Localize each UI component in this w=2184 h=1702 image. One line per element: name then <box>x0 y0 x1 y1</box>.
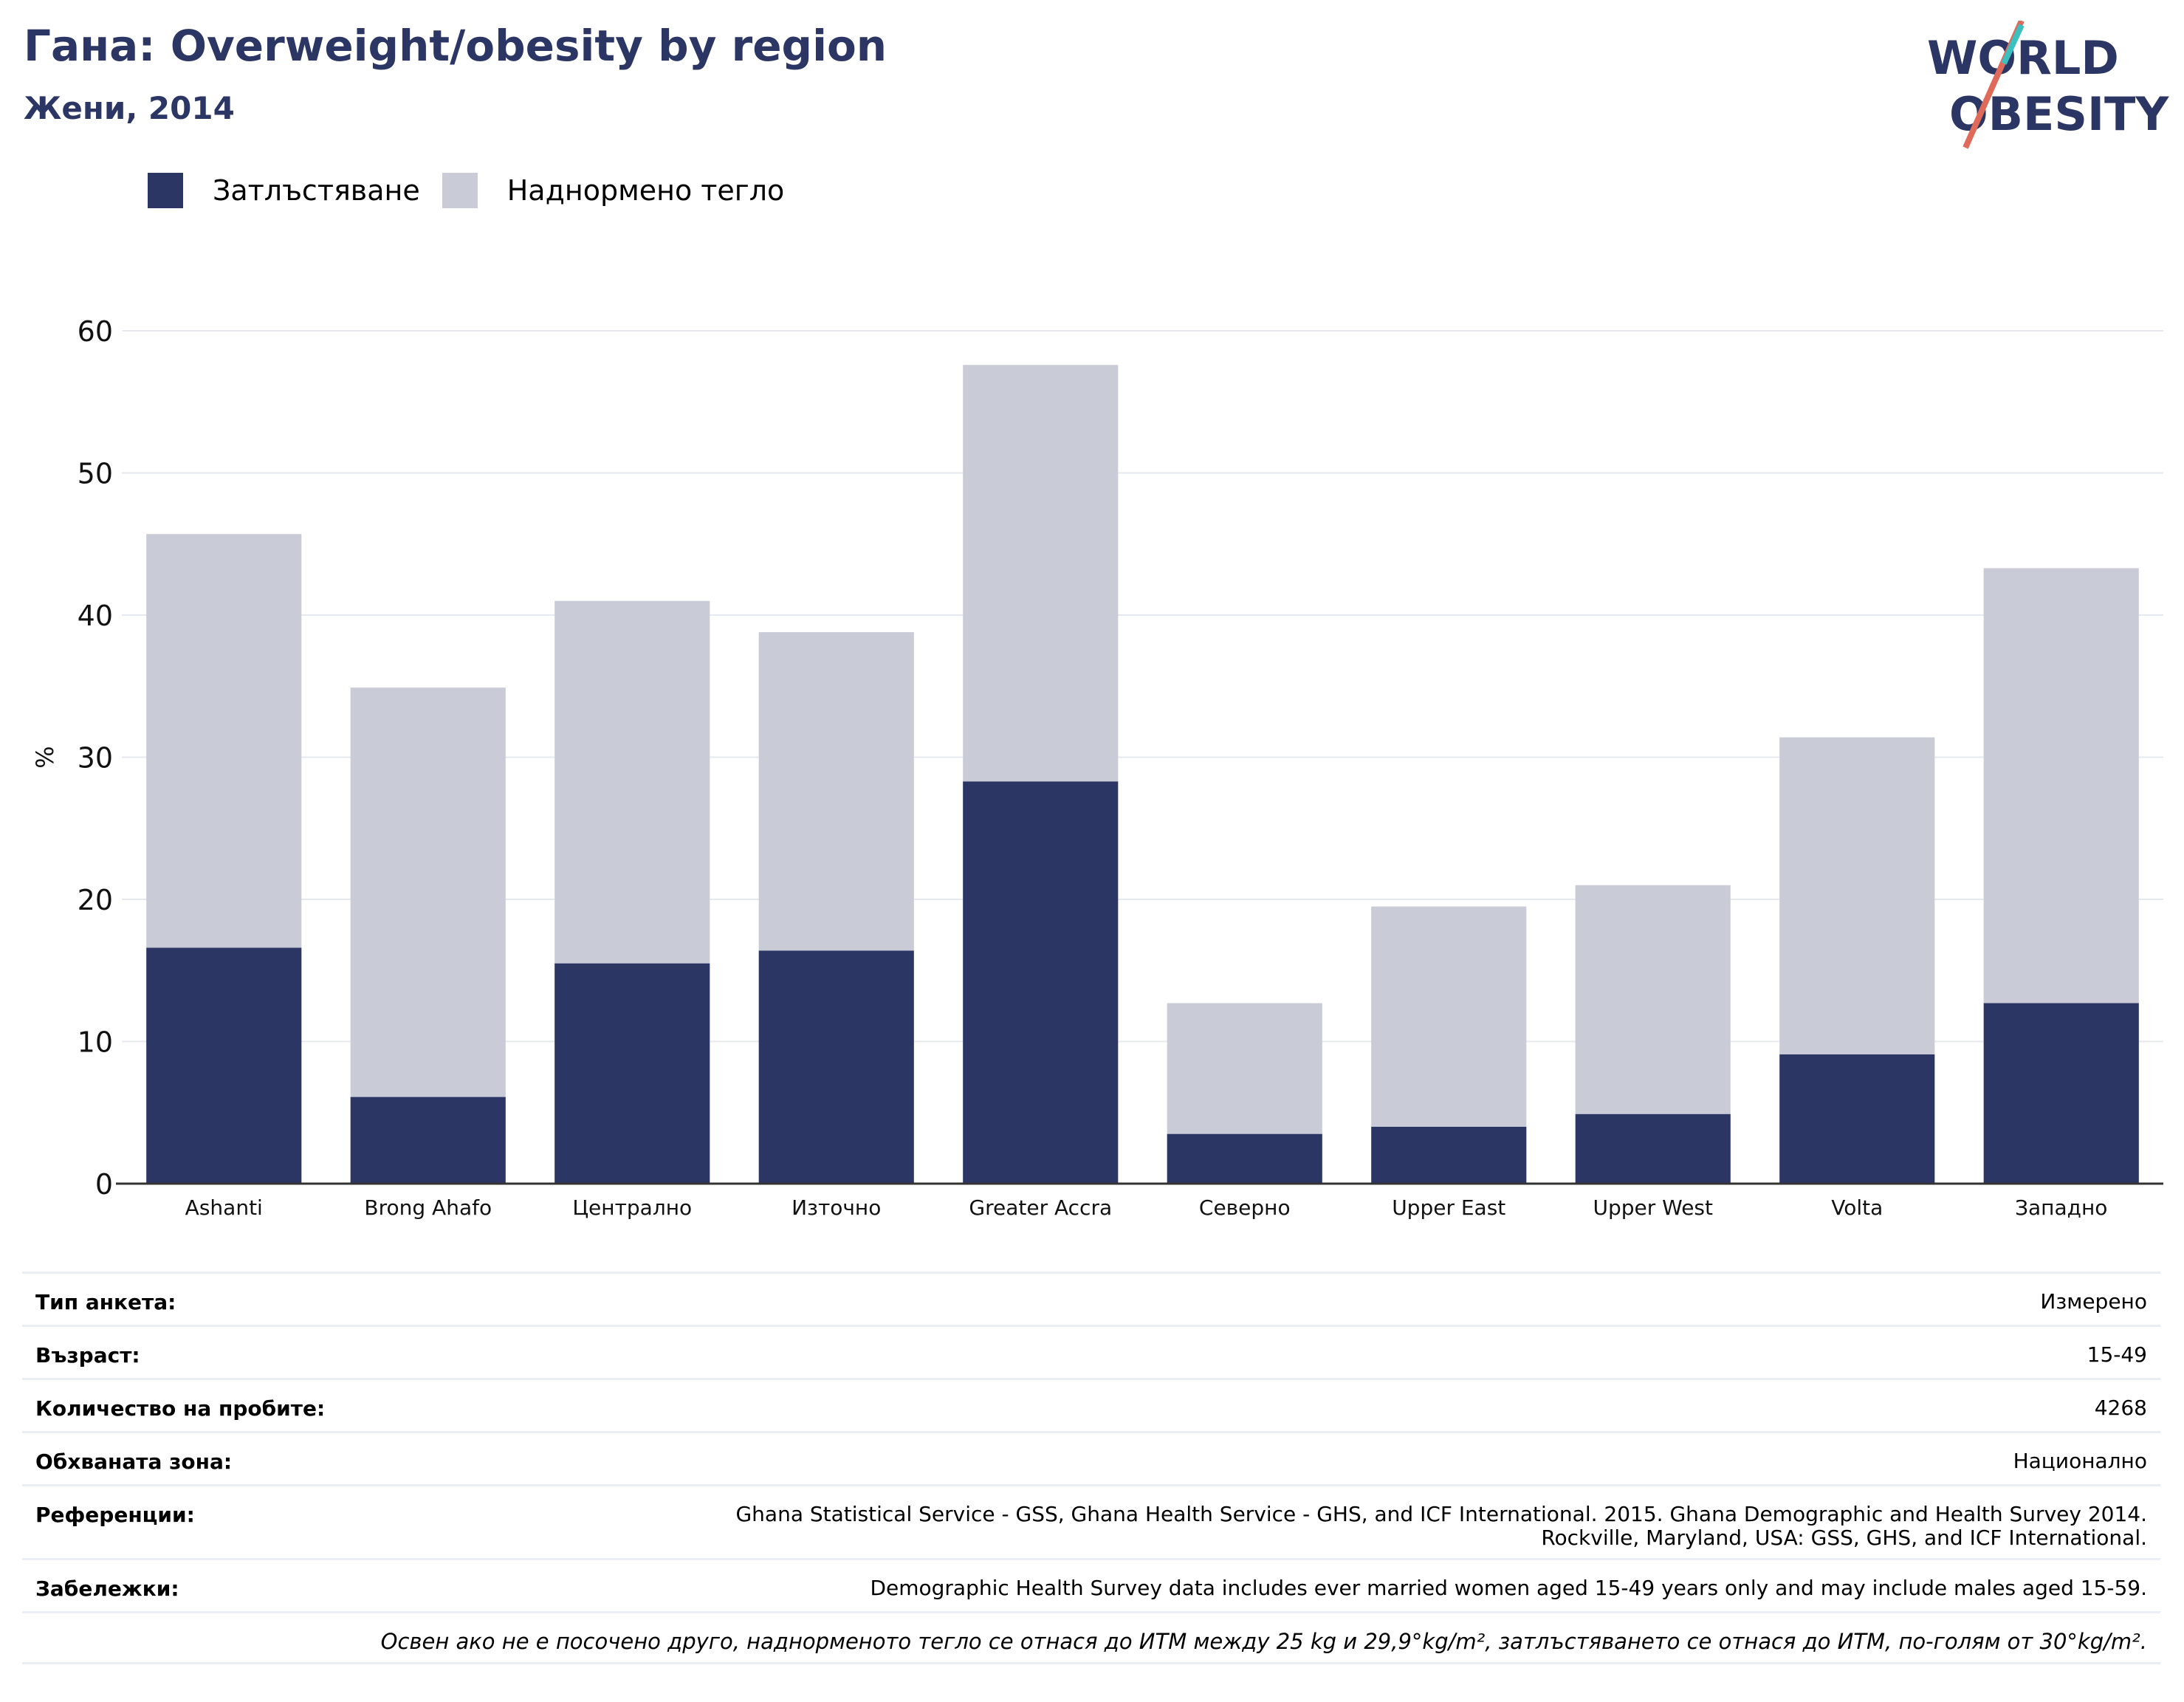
info-key: Количество на пробите: <box>35 1396 326 1421</box>
bar-obesity <box>1371 1127 1527 1184</box>
bar-overweight <box>1167 1003 1322 1134</box>
bar-obesity <box>1779 1054 1935 1184</box>
x-tick-label: Централно <box>572 1195 692 1220</box>
info-value: Измерено <box>2040 1289 2147 1314</box>
chart-legend: Затлъстяване Наднормено тегло <box>148 171 806 210</box>
info-row: Количество на пробите: 4268 <box>22 1378 2160 1431</box>
info-key: Забележки: <box>35 1576 179 1601</box>
legend-item-overweight[interactable]: Наднормено тегло <box>442 173 785 208</box>
info-value: Ghana Statistical Service - GSS, Ghana H… <box>735 1502 2147 1550</box>
bar-overweight <box>1371 906 1527 1127</box>
world-obesity-logo: WORLD OBESITY <box>1927 21 2169 149</box>
x-tick-label: Ashanti <box>185 1195 263 1220</box>
info-row: Обхваната зона: Национално <box>22 1431 2160 1484</box>
info-value: 4268 <box>2094 1396 2147 1420</box>
info-footnote-row: Освен ако не е посочено друго, наднормен… <box>22 1611 2160 1664</box>
info-key: Обхваната зона: <box>35 1449 233 1474</box>
x-tick-label: Greater Accra <box>969 1195 1112 1220</box>
info-row: Възраст: 15-49 <box>22 1325 2160 1378</box>
info-footnote: Освен ако не е посочено друго, наднормен… <box>380 1629 2147 1654</box>
logo-text-world: WORLD <box>1927 31 2119 85</box>
bar-overweight <box>554 600 710 964</box>
info-key: Референции: <box>35 1503 195 1527</box>
bar-obesity <box>1575 1113 1731 1184</box>
chart-title: Гана: Overweight/obesity by region <box>24 21 887 71</box>
info-row: Забележки: Demographic Health Survey data… <box>22 1558 2160 1611</box>
logo-slash-teal <box>2001 24 2025 65</box>
bar-obesity <box>146 947 302 1184</box>
bar-obesity <box>1983 1003 2139 1184</box>
x-tick-label: Brong Ahafo <box>364 1195 492 1220</box>
x-tick-label: Източно <box>791 1195 881 1220</box>
bar-overweight <box>963 365 1119 782</box>
legend-swatch-overweight <box>442 173 478 208</box>
bar-obesity <box>963 781 1119 1184</box>
stacked-bar-chart: 0 10 20 30 40 50 60% Ashanti Brong Ahafo Централн… <box>31 315 2163 1220</box>
bar-obesity <box>554 963 710 1184</box>
bar-obesity <box>350 1097 506 1184</box>
y-tick-label: 0 <box>95 1168 113 1201</box>
info-row: Референции: Ghana Statistical Service - G… <box>22 1484 2160 1558</box>
bar-obesity <box>758 950 914 1184</box>
y-tick-label: 40 <box>78 600 113 632</box>
info-value: Demographic Health Survey data includes … <box>870 1576 2147 1600</box>
bar-overweight <box>1983 568 2139 1003</box>
x-tick-label: Северно <box>1199 1195 1291 1220</box>
x-tick-label: Volta <box>1831 1195 1883 1220</box>
x-tick-label: Upper West <box>1593 1195 1713 1220</box>
info-row: Тип анкета: Измерено <box>22 1272 2160 1325</box>
y-tick-label: 30 <box>78 742 113 775</box>
bar-overweight <box>350 687 506 1097</box>
legend-label-obesity: Затлъстяване <box>213 174 420 207</box>
y-tick-label: 50 <box>78 458 113 490</box>
legend-label-overweight: Наднормено тегло <box>506 174 785 207</box>
info-key: Тип анкета: <box>35 1290 176 1314</box>
info-value: Национално <box>2013 1449 2147 1473</box>
bar-overweight <box>1575 885 1731 1114</box>
bar-overweight <box>758 632 914 951</box>
y-axis-label: % <box>31 746 59 768</box>
info-value: 15-49 <box>2087 1342 2147 1367</box>
survey-info-table: Тип анкета: Измерено Възраст: 15-49 Количест… <box>22 1272 2160 1664</box>
x-tick-label: Западно <box>2015 1195 2107 1220</box>
y-tick-label: 60 <box>78 315 113 348</box>
info-key: Възраст: <box>35 1343 140 1368</box>
y-tick-label: 20 <box>78 884 113 916</box>
chart-subtitle: Жени, 2014 <box>24 90 235 126</box>
y-tick-label: 10 <box>78 1026 113 1059</box>
bar-overweight <box>146 534 302 948</box>
legend-item-obesity[interactable]: Затлъстяване <box>148 173 420 208</box>
bar-overweight <box>1779 737 1935 1054</box>
bar-obesity <box>1167 1133 1322 1184</box>
legend-swatch-obesity <box>148 173 183 208</box>
x-tick-label: Upper East <box>1392 1195 1505 1220</box>
